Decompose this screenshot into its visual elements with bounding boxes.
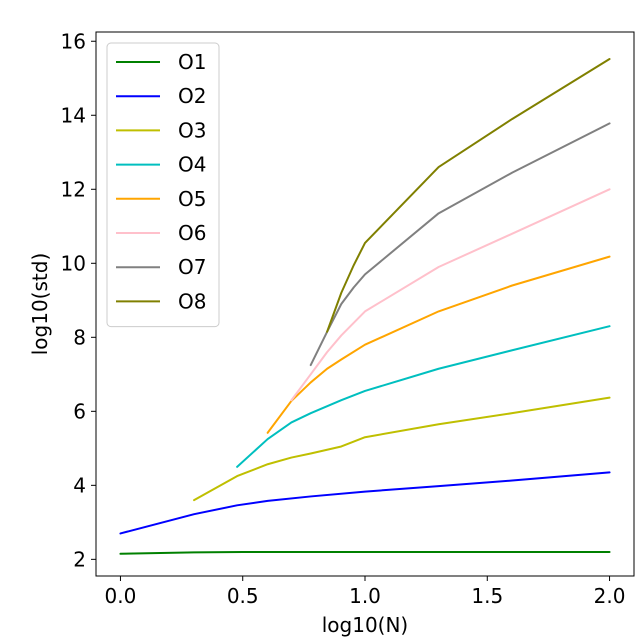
y-axis: 2 4 6 8 10 12 14 16 bbox=[61, 29, 96, 571]
series-line-o3 bbox=[193, 396, 611, 502]
series-line-o2 bbox=[119, 471, 611, 535]
legend-label: O3 bbox=[178, 118, 206, 142]
y-tick-label: 14 bbox=[61, 103, 86, 127]
legend-box bbox=[106, 42, 220, 328]
y-tick-label: 10 bbox=[61, 251, 86, 275]
x-tick-label: 2.0 bbox=[594, 584, 626, 608]
legend-label: O1 bbox=[178, 50, 206, 74]
legend-label: O5 bbox=[178, 187, 206, 211]
x-axis-label: log10(N) bbox=[322, 613, 409, 637]
x-tick-label: 1.5 bbox=[471, 584, 503, 608]
series-line-o8 bbox=[326, 58, 611, 333]
x-axis: 0.0 0.5 1.0 1.5 2.0 bbox=[105, 576, 626, 608]
legend: O1 O2 O3 O4 O5 O6 O7 O8 bbox=[106, 42, 220, 328]
legend-label: O8 bbox=[178, 289, 206, 313]
x-tick-label: 1.0 bbox=[349, 584, 381, 608]
y-tick-label: 4 bbox=[73, 473, 86, 497]
x-tick-label: 0.0 bbox=[105, 584, 137, 608]
legend-label: O6 bbox=[178, 221, 206, 245]
y-tick-label: 16 bbox=[61, 29, 86, 53]
x-tick-label: 0.5 bbox=[227, 584, 259, 608]
series-line-o4 bbox=[236, 325, 611, 468]
series-line-o6 bbox=[290, 188, 611, 402]
series-line-o5 bbox=[266, 255, 611, 434]
y-tick-label: 6 bbox=[73, 399, 86, 423]
legend-label: O2 bbox=[178, 84, 206, 108]
y-tick-label: 8 bbox=[73, 325, 86, 349]
plot-series bbox=[119, 58, 611, 555]
y-tick-label: 2 bbox=[73, 547, 86, 571]
y-tick-label: 12 bbox=[61, 177, 86, 201]
legend-label: O4 bbox=[178, 153, 206, 177]
y-axis-label: log10(std) bbox=[28, 253, 52, 356]
series-line-o7 bbox=[309, 122, 611, 367]
legend-label: O7 bbox=[178, 255, 206, 279]
series-line-o1 bbox=[119, 550, 611, 555]
